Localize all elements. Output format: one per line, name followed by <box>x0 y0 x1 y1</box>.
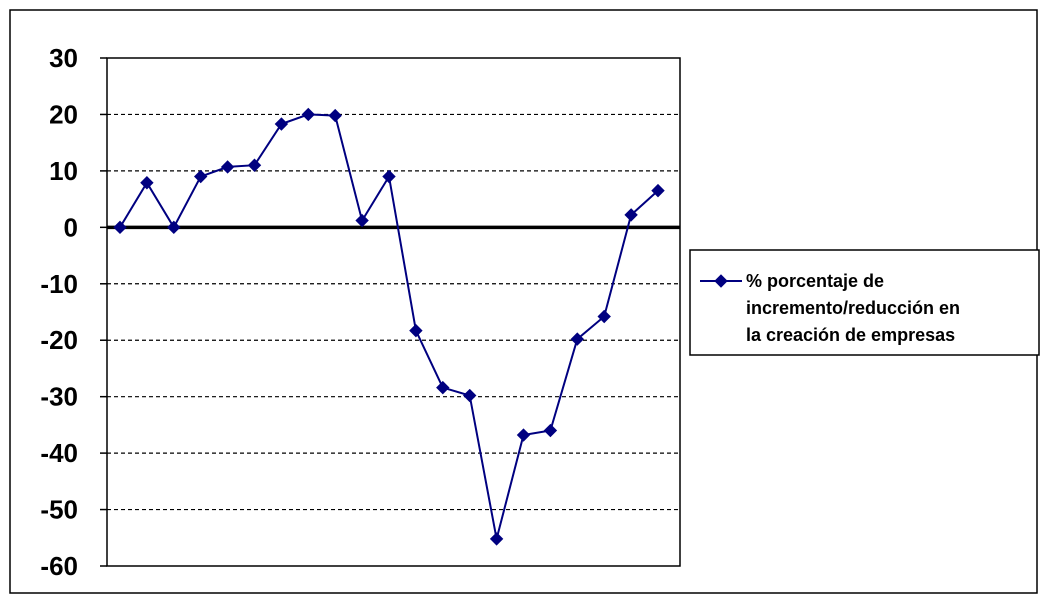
data-point-marker <box>113 220 127 235</box>
data-point-marker <box>247 158 262 172</box>
y-tick-label: 20 <box>49 99 78 129</box>
y-tick-label: -10 <box>40 269 78 299</box>
legend-marker-diamond <box>714 274 728 288</box>
y-tick-label: -40 <box>40 438 78 468</box>
y-tick-label: 30 <box>49 43 78 73</box>
plot-area <box>106 57 681 567</box>
y-tick-label: -50 <box>40 495 78 525</box>
y-tick-label: 10 <box>49 156 78 186</box>
legend-label-line-2: incremento/reducción en <box>746 298 960 318</box>
data-point-marker <box>140 176 154 190</box>
data-point-marker <box>409 323 423 338</box>
data-point-marker <box>167 220 181 235</box>
series-layer <box>113 107 665 546</box>
legend: % porcentaje de incremento/reducción en … <box>689 249 1040 356</box>
data-point-marker <box>328 108 342 123</box>
data-point-marker <box>543 423 558 438</box>
data-point-marker <box>624 208 638 222</box>
data-point-marker <box>436 380 450 395</box>
data-point-marker <box>651 183 665 198</box>
y-tick-label: -30 <box>40 382 78 412</box>
y-tick-label: -60 <box>40 551 78 581</box>
data-point-marker <box>220 160 235 174</box>
legend-label-line-3: la creación de empresas <box>746 325 955 345</box>
y-axis: 30 20 10 0 -10 -20 -30 -40 -50 -60 <box>40 43 107 581</box>
gridlines <box>107 113 680 511</box>
y-tick-label: 0 <box>64 212 78 242</box>
data-point-marker <box>489 532 504 546</box>
legend-label-line-1: % porcentaje de <box>746 271 884 291</box>
data-point-marker <box>462 388 477 403</box>
data-point-marker <box>570 332 585 346</box>
data-point-marker <box>355 213 369 228</box>
legend-box <box>689 249 1040 356</box>
y-tick-label: -20 <box>40 325 78 355</box>
data-point-marker <box>516 428 531 442</box>
data-point-marker <box>274 117 289 131</box>
data-point-marker <box>193 169 208 184</box>
data-point-marker <box>382 169 396 184</box>
data-point-marker <box>301 107 316 122</box>
data-point-marker <box>597 309 611 324</box>
